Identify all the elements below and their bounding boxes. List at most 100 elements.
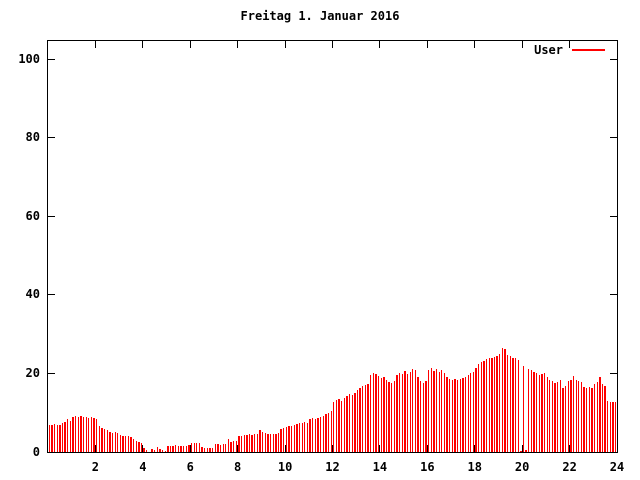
impulse-bar — [580, 382, 583, 452]
impulse-bar — [509, 356, 511, 452]
impulse-bar — [277, 433, 280, 452]
impulse-bar — [175, 445, 177, 452]
impulse-bar — [520, 450, 522, 452]
x-tick-mark — [474, 445, 476, 452]
y-tick-label: 20 — [25, 365, 40, 380]
x-tick-mark-top — [569, 41, 571, 48]
impulse-bar — [507, 354, 509, 452]
impulse-bar — [338, 398, 340, 452]
impulse-bar — [298, 422, 301, 452]
impulse-bar — [201, 447, 203, 452]
impulse-bar — [451, 380, 453, 452]
impulse-bar — [367, 384, 369, 452]
x-tick-mark-top — [426, 41, 428, 48]
x-tick-label: 16 — [420, 460, 435, 474]
impulse-bar — [283, 428, 285, 452]
impulse-bar — [396, 374, 398, 452]
impulse-bar — [98, 426, 101, 452]
impulse-bar — [80, 415, 82, 452]
impulse-bar — [146, 449, 148, 452]
impulse-bar — [188, 445, 190, 452]
impulse-bar — [154, 449, 156, 452]
x-tick-mark — [569, 445, 571, 452]
impulse-bar — [488, 357, 490, 452]
x-tick-mark-top — [284, 41, 286, 48]
impulse-bar — [443, 372, 446, 452]
impulse-bar — [459, 379, 461, 452]
impulse-bar — [172, 445, 174, 452]
impulse-bar — [164, 450, 166, 452]
impulse-bar — [456, 380, 459, 452]
impulse-bar — [196, 443, 198, 452]
impulse-bar — [462, 378, 464, 452]
impulse-bar — [90, 417, 93, 452]
legend-label: User — [534, 43, 563, 57]
impulse-bar — [72, 417, 74, 452]
y-tick-mark — [48, 137, 55, 139]
x-tick-mark-top — [521, 41, 523, 48]
impulse-bar — [204, 448, 206, 452]
impulse-bar — [472, 371, 475, 452]
x-tick-label: 18 — [467, 460, 482, 474]
impulse-bar — [404, 371, 406, 452]
plot-area — [47, 40, 618, 453]
impulse-bar — [356, 389, 359, 452]
x-tick-mark-top — [94, 41, 96, 48]
impulse-bar — [535, 373, 538, 452]
impulse-bar — [180, 445, 182, 452]
impulse-bar — [256, 433, 259, 452]
impulse-bar — [528, 368, 530, 452]
impulse-bar — [248, 434, 251, 452]
impulse-bar — [267, 433, 269, 452]
impulse-bar — [501, 347, 504, 452]
impulse-bar — [177, 445, 180, 452]
x-tick-mark — [616, 445, 618, 452]
impulse-bar — [119, 435, 122, 452]
impulse-bar — [427, 370, 430, 452]
impulse-bar — [317, 417, 319, 452]
impulse-bar — [593, 383, 596, 452]
impulse-bar — [233, 441, 235, 452]
x-tick-mark-top — [142, 41, 144, 48]
impulse-bar — [377, 375, 380, 452]
impulse-bar — [475, 367, 477, 452]
impulse-bar — [159, 448, 161, 452]
impulse-bar — [370, 374, 372, 452]
y-tick-mark — [48, 215, 55, 217]
impulse-bar — [514, 358, 517, 452]
impulse-bar — [125, 436, 127, 452]
impulse-bar — [301, 422, 303, 452]
x-tick-mark-top — [379, 41, 381, 48]
impulse-bar — [551, 381, 554, 452]
impulse-bar — [151, 448, 153, 452]
impulse-bar — [117, 433, 119, 452]
impulse-bar — [167, 446, 169, 452]
impulse-bar — [383, 377, 385, 452]
impulse-bar — [430, 367, 432, 452]
impulse-bar — [512, 357, 514, 452]
x-tick-label: 24 — [609, 460, 625, 474]
impulse-bar — [559, 380, 562, 452]
impulse-bar — [454, 378, 456, 452]
impulse-bar — [106, 430, 108, 452]
impulse-bar — [517, 360, 519, 452]
x-tick-mark-top — [237, 41, 239, 48]
impulse-bar — [103, 429, 106, 452]
impulse-bar — [385, 379, 388, 452]
impulse-bar — [557, 381, 559, 452]
impulse-bar — [96, 419, 98, 452]
impulse-bar — [138, 442, 140, 452]
y-tick-mark-right — [610, 215, 617, 217]
impulse-bar — [543, 372, 546, 452]
y-tick-label: 40 — [25, 287, 40, 302]
impulse-bar — [140, 443, 143, 452]
impulse-bar — [48, 424, 50, 452]
impulse-bar — [74, 415, 77, 452]
y-tick-label: 0 — [32, 444, 40, 459]
impulse-bar — [538, 375, 540, 452]
impulse-bar — [493, 356, 496, 452]
x-tick-mark-top — [474, 41, 476, 48]
impulse-bar — [330, 411, 332, 452]
impulse-bar — [309, 419, 311, 452]
